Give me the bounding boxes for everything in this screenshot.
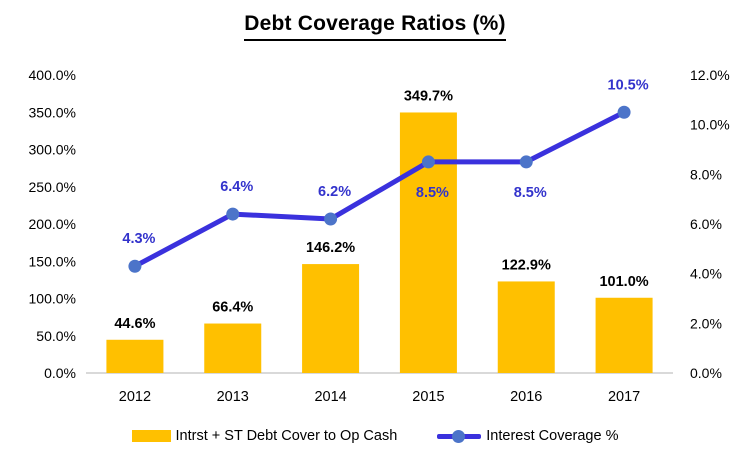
left-axis-tick-label: 400.0% xyxy=(29,67,76,83)
legend-item-bar-series[interactable]: Intrst + ST Debt Cover to Op Cash xyxy=(131,428,398,444)
line-data-label-2014: 6.2% xyxy=(318,184,351,200)
chart-title-area: Debt Coverage Ratios (%) xyxy=(0,12,750,41)
line-marker-2016[interactable] xyxy=(519,155,533,169)
bar-2016[interactable] xyxy=(497,281,555,373)
legend-item-line-series[interactable]: Interest Coverage % xyxy=(437,428,618,444)
left-axis-tick-label: 200.0% xyxy=(29,216,76,232)
bar-data-label-2013: 66.4% xyxy=(212,300,253,316)
left-axis-tick-label: 100.0% xyxy=(29,291,76,307)
legend-label-bar-series: Intrst + ST Debt Cover to Op Cash xyxy=(175,428,398,444)
right-axis-tick-label: 12.0% xyxy=(690,67,730,83)
bar-data-label-2012: 44.6% xyxy=(114,316,155,332)
left-axis-tick-label: 350.0% xyxy=(29,104,76,120)
bar-2012[interactable] xyxy=(106,339,164,373)
x-axis-label-2017: 2017 xyxy=(608,389,640,405)
line-data-label-2016: 8.5% xyxy=(514,185,547,201)
line-data-label-2012: 4.3% xyxy=(122,231,155,247)
x-axis-label-2016: 2016 xyxy=(510,389,542,405)
line-swatch-marker-icon xyxy=(452,429,466,443)
left-axis-tick-label: 50.0% xyxy=(36,328,76,344)
bar-2014[interactable] xyxy=(302,264,360,373)
x-axis-label-2012: 2012 xyxy=(119,389,151,405)
right-axis-tick-label: 4.0% xyxy=(690,266,722,282)
right-axis-tick-label: 0.0% xyxy=(690,365,722,381)
line-data-label-2015: 8.5% xyxy=(416,185,449,201)
bar-data-label-2014: 146.2% xyxy=(306,240,355,256)
line-marker-2012[interactable] xyxy=(128,259,142,273)
bar-2017[interactable] xyxy=(595,297,653,373)
line-series[interactable] xyxy=(132,109,627,269)
left-axis-tick-label: 300.0% xyxy=(29,142,76,158)
x-axis-label-2014: 2014 xyxy=(314,389,346,405)
left-axis-tick-label: 250.0% xyxy=(29,179,76,195)
bar-series-swatch xyxy=(131,430,171,442)
right-axis-tick-label: 8.0% xyxy=(690,166,722,182)
bar-2015[interactable] xyxy=(399,112,457,373)
line-marker-2014[interactable] xyxy=(324,212,338,226)
chart-legend: Intrst + ST Debt Cover to Op Cash Intere… xyxy=(0,428,750,444)
bar-data-label-2017: 101.0% xyxy=(599,274,648,290)
line-series-swatch xyxy=(437,429,482,443)
left-axis-tick-label: 0.0% xyxy=(44,365,76,381)
bar-data-label-2016: 122.9% xyxy=(502,257,551,273)
legend-label-line-series: Interest Coverage % xyxy=(486,428,619,444)
right-axis-tick-label: 10.0% xyxy=(690,117,730,133)
bar-data-label-2015: 349.7% xyxy=(404,88,453,104)
line-data-label-2013: 6.4% xyxy=(220,179,253,195)
bar-2013[interactable] xyxy=(204,323,262,373)
right-axis-tick-label: 2.0% xyxy=(690,315,722,331)
line-marker-2015[interactable] xyxy=(421,155,435,169)
x-axis-label-2013: 2013 xyxy=(217,389,249,405)
line-data-label-2017: 10.5% xyxy=(608,77,649,93)
chart-title: Debt Coverage Ratios (%) xyxy=(244,12,506,41)
x-axis-label-2015: 2015 xyxy=(412,389,444,405)
right-axis-tick-label: 6.0% xyxy=(690,216,722,232)
left-axis-tick-label: 150.0% xyxy=(29,253,76,269)
line-marker-2017[interactable] xyxy=(617,105,631,119)
line-marker-2013[interactable] xyxy=(226,207,240,221)
